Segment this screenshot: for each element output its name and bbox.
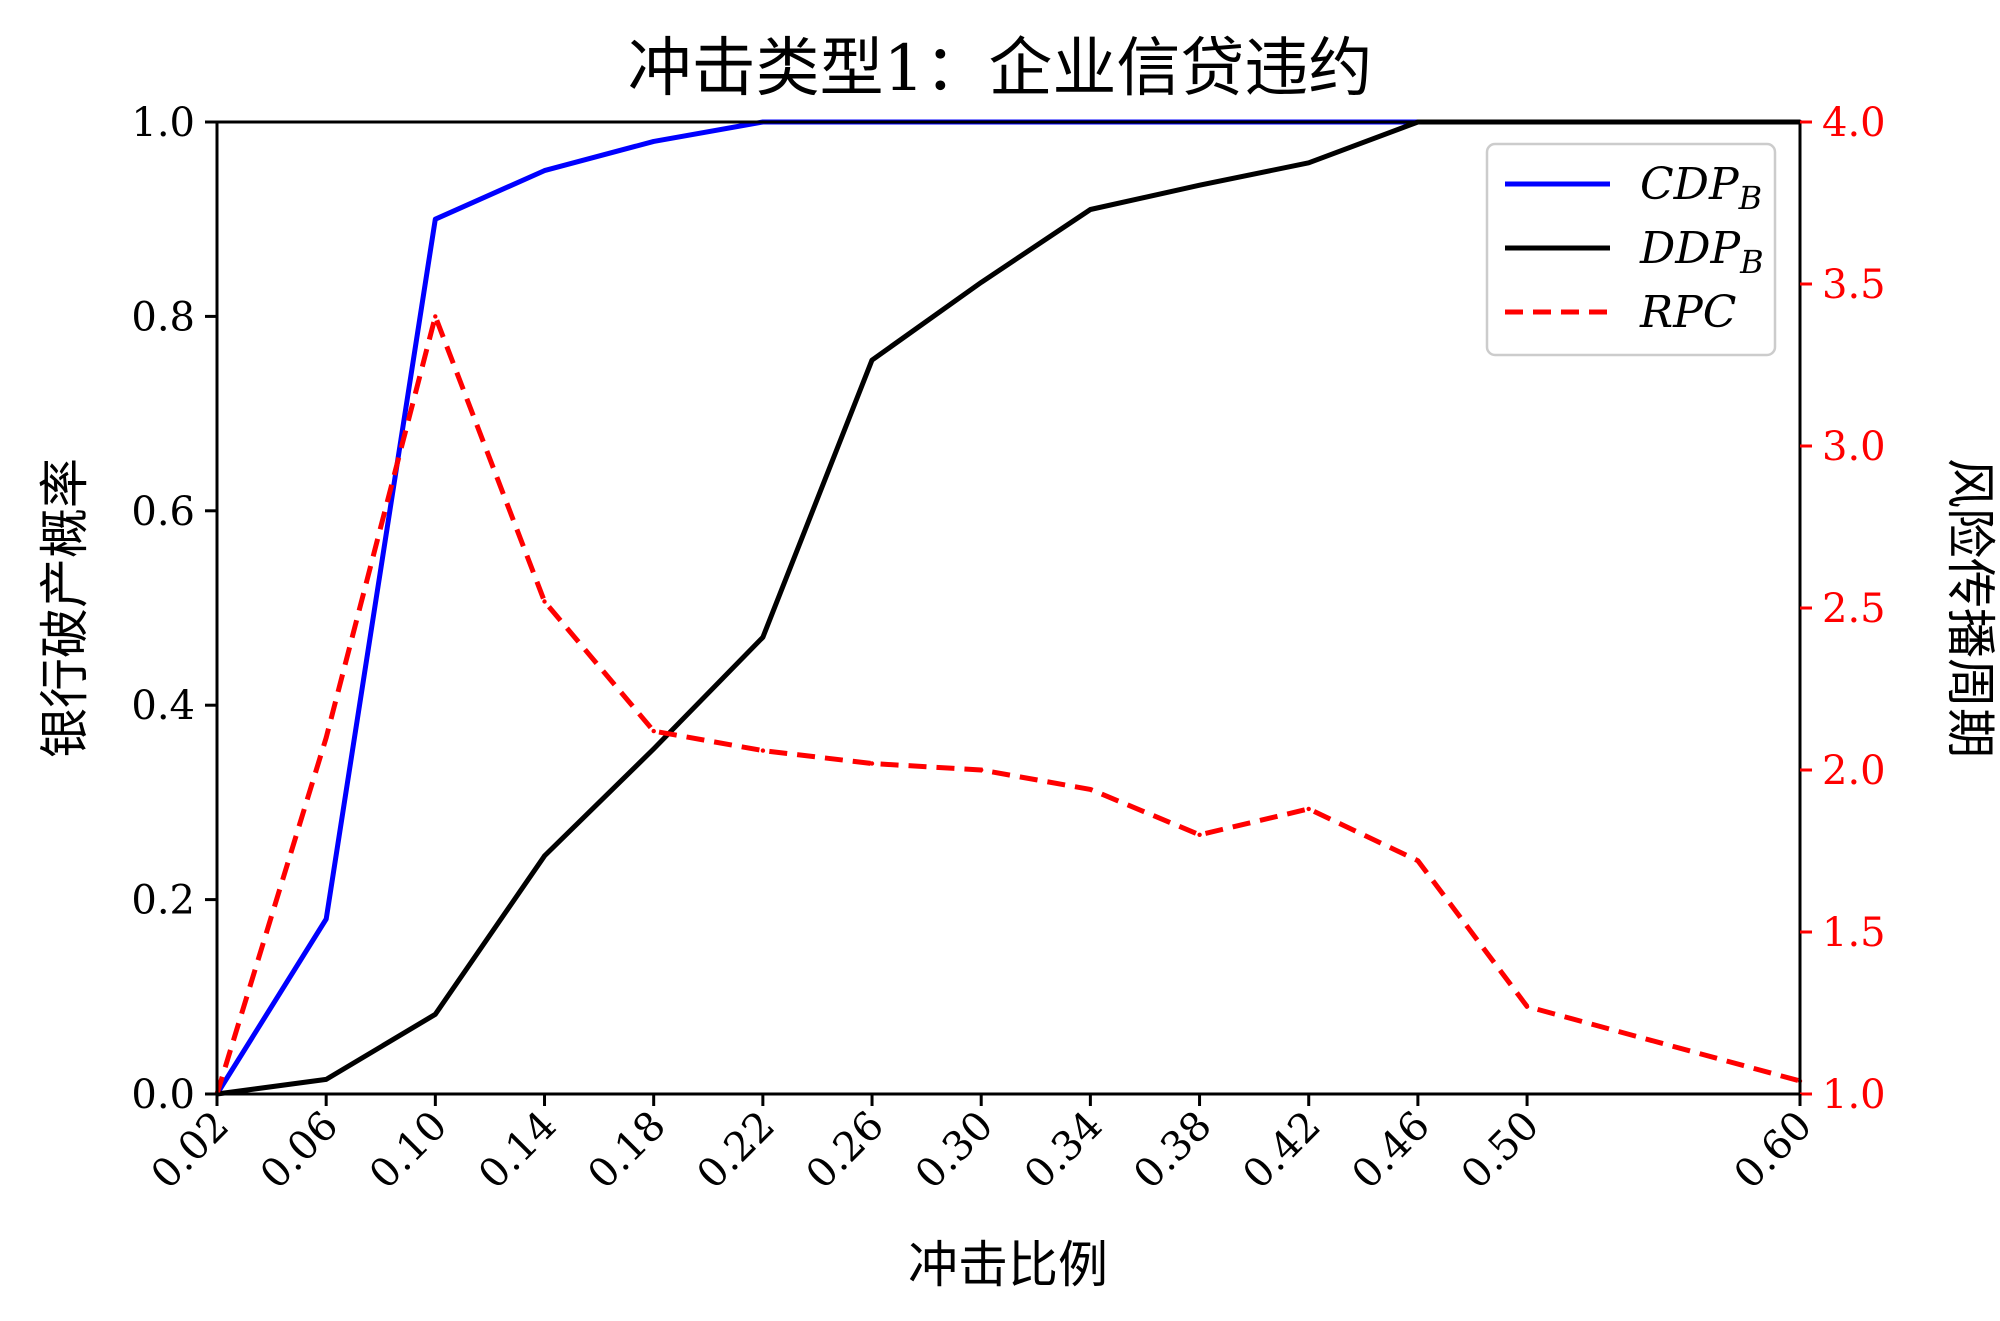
data-point-cdp-b	[651, 139, 656, 144]
data-point-rpc	[1197, 832, 1202, 837]
data-point-ddp-b	[760, 635, 766, 640]
data-point-rpc	[979, 767, 984, 773]
data-point-rpc	[651, 728, 656, 734]
series-line-ddp-b	[216, 119, 1800, 1097]
data-point-cdp-b	[433, 217, 438, 222]
data-point-rpc	[433, 314, 438, 319]
legend-label-rpc: RPC	[1639, 287, 1736, 338]
x-axis-title: 冲击比例	[908, 1236, 1108, 1294]
data-point-rpc	[1088, 787, 1093, 792]
chart-title: 冲击类型1：企业信贷违约	[628, 32, 1373, 106]
data-point-ddp-b	[979, 280, 984, 285]
left-y-tick-label: 1.0	[131, 100, 195, 146]
left-y-axis-title: 银行破产概率	[36, 458, 94, 758]
left-y-axis: 0.0 0.2 0.4 0.6 0.8 1.0	[131, 100, 217, 1118]
right-y-axis: 1.0 1.5 2.0 2.5 3.0 3.5 4.0	[1800, 100, 1886, 1118]
data-point-cdp-b	[542, 168, 547, 173]
right-y-tick-label: 3.0	[1822, 424, 1886, 470]
data-point-rpc	[542, 599, 547, 604]
left-y-tick-label: 0.2	[131, 878, 195, 924]
left-y-tick-label: 0.0	[131, 1072, 195, 1118]
right-y-tick-label: 1.5	[1822, 910, 1886, 956]
right-y-tick-label: 4.0	[1822, 100, 1886, 146]
right-y-axis-title: 风险传播周期	[1941, 458, 1999, 758]
data-point-rpc	[1415, 858, 1421, 863]
legend-label-ddp-b: DDPB	[1639, 223, 1764, 281]
legend-box	[1485, 142, 1777, 357]
right-y-tick-label: 1.0	[1822, 1072, 1886, 1118]
data-point-rpc	[1524, 1004, 1530, 1009]
data-point-ddp-b	[651, 746, 656, 752]
legend-label-cdp-b: CDPB	[1640, 159, 1762, 217]
data-point-ddp-b	[433, 1012, 438, 1017]
series-line-rpc	[214, 313, 1801, 1095]
data-point-ddp-b	[1306, 160, 1311, 165]
data-point-ddp-b	[1197, 183, 1202, 188]
left-y-tick-label: 0.6	[131, 489, 195, 535]
data-point-cdp-b	[324, 916, 329, 922]
legend: CDPB DDPB RPC	[1485, 142, 1777, 357]
left-y-tick-label: 0.8	[131, 294, 195, 340]
data-point-ddp-b	[869, 357, 875, 363]
data-point-rpc	[760, 748, 766, 753]
data-point-ddp-b	[542, 853, 547, 859]
data-point-ddp-b	[1088, 207, 1093, 212]
right-y-tick-label: 2.0	[1822, 748, 1886, 794]
data-point-rpc	[869, 761, 875, 766]
data-point-rpc	[1306, 806, 1311, 812]
data-point-ddp-b	[324, 1077, 329, 1082]
left-y-tick-label: 0.4	[131, 683, 195, 729]
right-y-tick-label: 3.5	[1822, 262, 1886, 308]
right-y-tick-label: 2.5	[1822, 586, 1886, 632]
data-point-rpc	[324, 735, 329, 740]
